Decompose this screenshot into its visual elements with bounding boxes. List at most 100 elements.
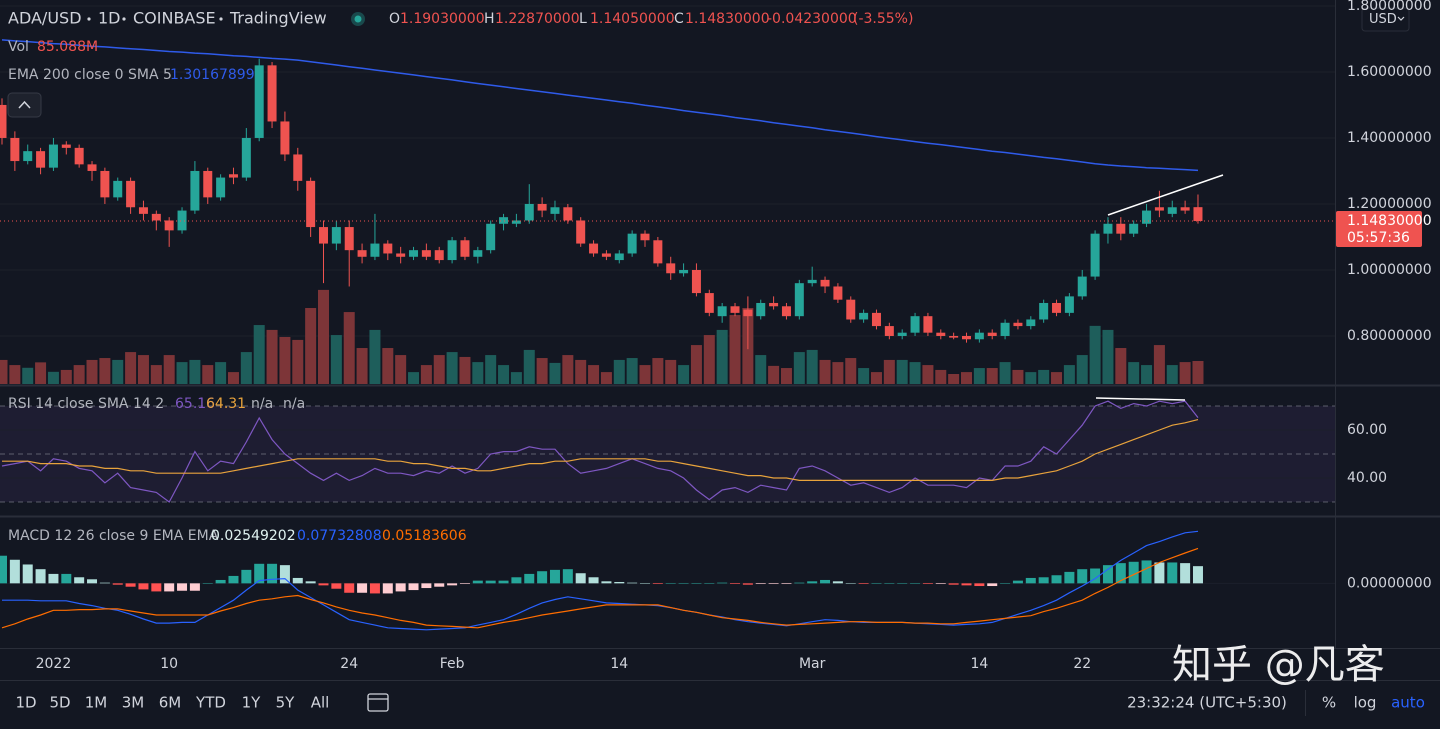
macd-histogram-bar (884, 583, 895, 584)
timeframe-button[interactable]: 1D (15, 694, 36, 712)
candle-body (794, 283, 804, 317)
candle-body (486, 223, 496, 251)
macd-histogram-bar (1025, 577, 1036, 584)
volume-bar (472, 362, 484, 384)
candle-body (216, 177, 226, 198)
macd-histogram-bar (537, 571, 548, 584)
candle-body (100, 170, 110, 198)
clock[interactable]: 23:32:24 (UTC+5:30) (1127, 694, 1287, 712)
dropdown-icon (1397, 16, 1405, 21)
timeframe-button[interactable]: 1Y (242, 694, 262, 712)
trendline[interactable] (1107, 174, 1224, 216)
rsi-ma-value: 64.31 (206, 396, 246, 412)
date-range-icon[interactable] (367, 693, 389, 712)
macd-histogram-bar (665, 583, 676, 584)
macd-histogram-bar (434, 583, 445, 587)
volume-bar (137, 355, 149, 384)
candle-body (936, 332, 946, 336)
volume-bar (768, 365, 780, 384)
volume-bar (549, 362, 561, 384)
volume-bar (86, 359, 98, 384)
candle-body (717, 306, 727, 317)
macd-histogram-bar (961, 583, 972, 586)
candle-body (1013, 322, 1023, 327)
volume-bar (176, 362, 188, 384)
rsi-na: n/a (283, 396, 305, 412)
volume-bar (588, 365, 600, 384)
macd-histogram-bar (254, 563, 265, 584)
macd-histogram-bar (922, 583, 933, 585)
candle-body (1167, 207, 1177, 214)
timeframe-button[interactable]: 3M (122, 694, 145, 712)
macd-histogram-bar (897, 583, 908, 584)
macd-histogram-bar (395, 583, 406, 592)
trendline[interactable] (1095, 397, 1186, 401)
volume-bar (536, 358, 548, 384)
timeframe-button[interactable]: 1M (85, 694, 108, 712)
candle-body (884, 326, 894, 336)
macd-histogram-bar (215, 579, 226, 584)
timeframe-button[interactable]: All (311, 694, 330, 712)
timeframe-button[interactable]: 5Y (276, 694, 296, 712)
candle-body (126, 180, 136, 208)
volume-bar (125, 352, 137, 384)
macd-histogram-bar (1064, 571, 1075, 584)
macd-legend: MACD 12 26 close 9 EMA EMA (8, 528, 219, 544)
macd-histogram-bar (627, 582, 638, 584)
volume-bar (1128, 362, 1140, 384)
volume-bar (330, 335, 342, 384)
candle-body (87, 164, 97, 171)
macd-histogram-bar (524, 573, 535, 584)
candle-body (871, 312, 881, 327)
candle-body (897, 332, 907, 336)
collapse-button[interactable] (7, 92, 42, 118)
timeframe-button[interactable]: 6M (159, 694, 182, 712)
rsi-tick-label: 60.00 (1347, 422, 1387, 438)
macd-histogram-bar (151, 583, 162, 592)
macd-histogram-bar (87, 579, 98, 584)
candle-body (576, 220, 586, 244)
candle-body (846, 299, 856, 320)
candle-body (331, 227, 341, 244)
timeframe-button[interactable]: YTD (195, 694, 226, 712)
log-toggle[interactable]: log (1354, 694, 1377, 712)
macd-histogram-bar (279, 565, 290, 584)
macd-histogram-bar (1141, 560, 1152, 584)
macd-histogram-bar (189, 583, 200, 591)
candle-body (23, 151, 33, 162)
macd-histogram-bar (1128, 561, 1139, 584)
volume-bar (485, 355, 497, 384)
macd-histogram-bar (730, 583, 741, 585)
candle-body (74, 147, 84, 165)
candle-body (679, 269, 689, 274)
auto-toggle[interactable]: auto (1391, 694, 1425, 712)
currency-button[interactable] (1361, 7, 1410, 32)
macd-histogram-bar (640, 583, 650, 584)
candle-body (254, 65, 264, 138)
candle-body (962, 335, 971, 340)
volume-bar (935, 369, 947, 384)
macd-histogram-bar (382, 583, 393, 594)
candle-body (1090, 233, 1100, 277)
macd-histogram-bar (35, 569, 46, 584)
exchange: COINBASE (133, 9, 216, 28)
candle-body (691, 269, 701, 294)
macd-histogram-bar (717, 582, 728, 584)
timeframe-button[interactable]: 5D (49, 694, 70, 712)
macd-histogram-bar (704, 583, 715, 584)
volume-bar (73, 365, 85, 384)
timeframe-bar: 1D 5D 1M 3M 6M YTD 1Y 5Y All (15, 694, 329, 712)
volume-bar (793, 352, 805, 384)
percent-toggle[interactable]: % (1322, 694, 1336, 712)
volume-bar (909, 362, 921, 384)
candle-body (601, 253, 611, 257)
market-status-icon (354, 15, 362, 23)
macd-tick-label: 0.00000000 (1347, 575, 1432, 591)
candle-body (974, 332, 984, 340)
volume-bar (986, 368, 998, 384)
candle-body (537, 203, 547, 211)
x-tick-label: Feb (440, 656, 465, 672)
volume-bar (639, 365, 651, 384)
x-tick-label: 14 (610, 656, 628, 672)
macd-histogram-bar (177, 583, 188, 591)
